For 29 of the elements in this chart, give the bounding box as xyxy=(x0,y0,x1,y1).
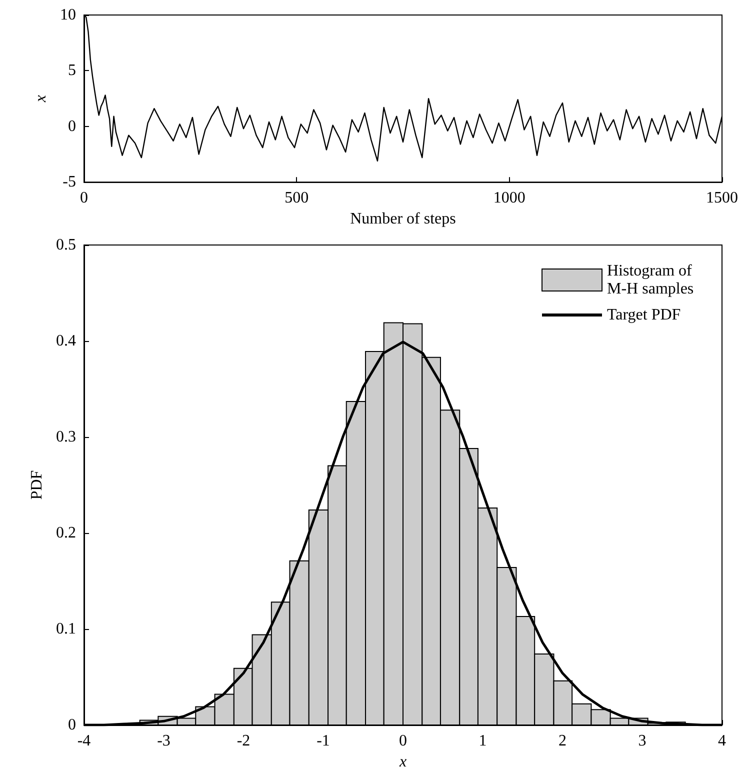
y-tick-label: 10 xyxy=(60,6,76,24)
legend-label: Target PDF xyxy=(607,306,681,324)
x-tick-label: -2 xyxy=(236,732,250,750)
legend-label: Histogram of M-H samples xyxy=(607,262,696,298)
y-tick-label: 0.5 xyxy=(56,236,76,254)
y-axis-title: PDF xyxy=(28,470,46,500)
y-tick-label: 0 xyxy=(68,716,76,734)
x-tick-label: 4 xyxy=(718,732,726,750)
x-tick-label: -4 xyxy=(77,732,91,750)
x-tick-label: 1000 xyxy=(493,190,526,207)
y-tick-label: 0.1 xyxy=(56,620,76,638)
y-tick-label: 0.4 xyxy=(56,332,76,350)
y-axis-title: x xyxy=(32,94,50,104)
x-tick-label: 1500 xyxy=(706,190,738,207)
x-tick-label: 1 xyxy=(478,732,487,750)
x-tick-label: 3 xyxy=(638,732,646,750)
x-axis-title: Number of steps xyxy=(350,210,456,228)
x-tick-label: 2 xyxy=(558,732,566,750)
x-axis-title: x xyxy=(398,753,407,770)
x-tick-label: -1 xyxy=(316,732,330,750)
y-tick-label: -5 xyxy=(62,174,76,191)
x-tick-label: 0 xyxy=(399,732,407,750)
x-tick-label: -3 xyxy=(157,732,170,750)
y-tick-label: 0.3 xyxy=(56,428,76,446)
y-tick-label: 0 xyxy=(68,118,76,135)
y-tick-label: 5 xyxy=(68,62,76,80)
x-tick-label: 500 xyxy=(284,190,309,207)
y-tick-label: 0.2 xyxy=(56,524,76,542)
x-tick-label: 0 xyxy=(80,190,88,207)
